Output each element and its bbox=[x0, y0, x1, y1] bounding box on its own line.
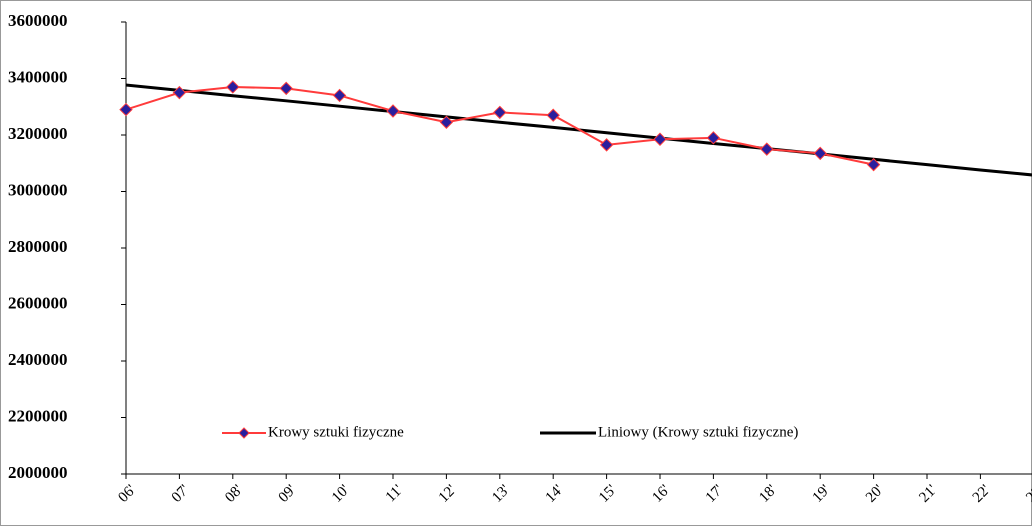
data-point bbox=[546, 108, 560, 122]
y-tick-label: 2800000 bbox=[8, 237, 68, 256]
y-tick-label: 2000000 bbox=[8, 463, 68, 482]
data-point bbox=[866, 157, 881, 172]
y-tick-label: 2200000 bbox=[8, 406, 68, 425]
data-point bbox=[172, 85, 187, 100]
data-point bbox=[760, 142, 774, 156]
data-point bbox=[279, 81, 293, 96]
y-tick-label: 2400000 bbox=[8, 350, 68, 369]
x-tick-label: 23' bbox=[1023, 482, 1032, 506]
data-point bbox=[386, 104, 400, 118]
data-point bbox=[119, 102, 133, 117]
data-point bbox=[226, 80, 240, 94]
y-tick-label: 2600000 bbox=[8, 293, 68, 312]
y-tick-label: 3400000 bbox=[8, 67, 68, 86]
y-tick-label: 3000000 bbox=[8, 180, 68, 199]
legend-marker bbox=[238, 427, 250, 439]
data-point bbox=[653, 132, 667, 146]
y-tick-label: 3600000 bbox=[8, 11, 68, 30]
data-point bbox=[493, 105, 507, 120]
data-point bbox=[332, 88, 347, 103]
data-point bbox=[599, 138, 614, 152]
legend-label: Liniowy (Krowy sztuki fizyczne) bbox=[598, 424, 798, 440]
data-point bbox=[706, 131, 721, 145]
legend-label: Krowy sztuki fizyczne bbox=[268, 424, 404, 440]
data-point bbox=[439, 115, 454, 129]
y-tick-label: 3200000 bbox=[8, 124, 68, 143]
data-point bbox=[813, 146, 827, 161]
